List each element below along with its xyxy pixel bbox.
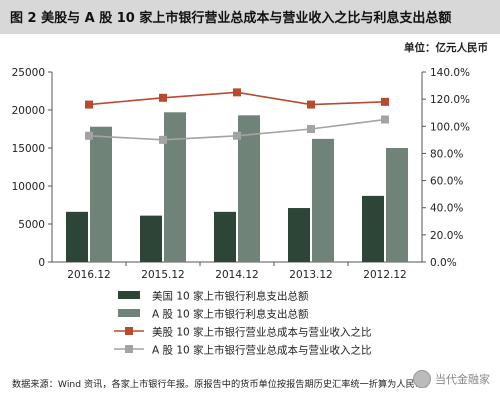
legend-marker <box>125 345 133 353</box>
watermark-text: 当代金融家 <box>435 373 490 386</box>
legend-marker <box>125 327 133 335</box>
watermark: 当代金融家 <box>413 370 490 388</box>
source-note: 数据来源：Wind 资讯，各家上市银行年报。原报告中的货币单位按报告期历史汇率统… <box>12 379 434 390</box>
y-left-tick-label: 20000 <box>12 105 45 117</box>
us-interest-bar <box>288 208 310 262</box>
us-interest-bar <box>140 215 162 262</box>
us-cost-ratio-point <box>307 100 315 109</box>
title-bar <box>0 0 500 34</box>
a-share-cost-ratio-point <box>159 135 167 144</box>
x-tick-label: 2016.12 <box>67 269 110 281</box>
y-right-tick-label: 120.0% <box>430 94 470 106</box>
a-share-interest-bar <box>164 112 186 262</box>
y-left-tick-label: 15000 <box>12 143 45 155</box>
watermark-logo-icon <box>413 370 431 388</box>
legend-label: 美国 10 家上市银行利息支出总额 <box>152 290 309 303</box>
y-left-tick-label: 5000 <box>18 219 45 231</box>
legend-label: A 股 10 家上市银行利息支出总额 <box>152 308 309 321</box>
us-cost-ratio-point <box>233 88 241 97</box>
legend-label: 美股 10 家上市银行营业总成本与营业收入之比 <box>152 326 372 339</box>
y-right-tick-label: 80.0% <box>430 148 463 160</box>
x-tick-label: 2012.12 <box>363 269 406 281</box>
legend-swatch <box>118 309 140 317</box>
x-tick-label: 2015.12 <box>141 269 184 281</box>
chart-title: 图 2 美股与 A 股 10 家上市银行营业总成本与营业收入之比与利息支出总额 <box>10 11 452 26</box>
y-right-tick-label: 20.0% <box>430 230 463 242</box>
y-left-tick-label: 10000 <box>12 181 45 193</box>
a-share-interest-bar <box>312 138 334 262</box>
us-interest-bar <box>362 195 384 262</box>
y-right-tick-label: 40.0% <box>430 203 463 215</box>
a-share-cost-ratio-point <box>85 131 93 140</box>
y-right-tick-label: 60.0% <box>430 176 463 188</box>
y-left-tick-label: 25000 <box>12 67 45 79</box>
y-right-tick-label: 100.0% <box>430 121 470 133</box>
us-cost-ratio-point <box>85 100 93 109</box>
a-share-cost-ratio-point <box>307 125 315 133</box>
a-share-interest-bar <box>238 115 260 262</box>
y-right-tick-label: 0.0% <box>430 257 457 269</box>
us-cost-ratio-point <box>159 93 167 102</box>
us-cost-ratio-point <box>381 97 389 106</box>
legend-label: A 股 10 家上市银行营业总成本与营业收入之比 <box>152 344 372 357</box>
a-share-interest-bar <box>386 148 408 262</box>
legend-swatch <box>118 291 140 299</box>
x-tick-label: 2013.12 <box>289 269 332 281</box>
y-left-tick-label: 0 <box>38 257 45 269</box>
unit-label: 单位：亿元人民币 <box>404 42 488 54</box>
us-interest-bar <box>214 211 236 262</box>
y-right-tick-label: 140.0% <box>430 67 470 79</box>
a-share-interest-bar <box>90 126 112 262</box>
us-interest-bar <box>66 211 88 262</box>
a-share-cost-ratio-point <box>233 131 241 140</box>
a-share-cost-ratio-point <box>381 115 389 124</box>
x-tick-label: 2014.12 <box>215 269 258 281</box>
